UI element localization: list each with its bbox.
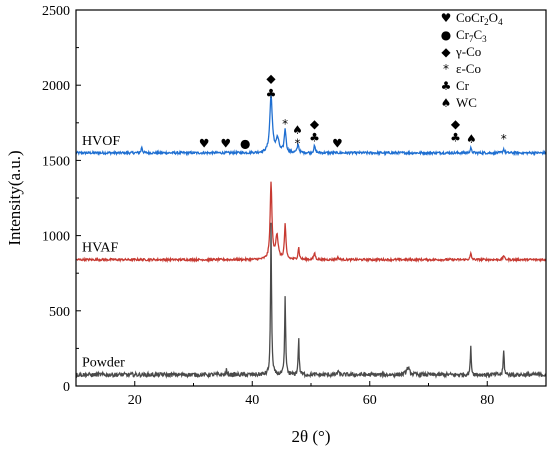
peak-annotation-symbol: ◆ (310, 117, 320, 131)
series-line-powder (76, 222, 546, 379)
legend-label: ε-Co (456, 61, 481, 76)
series-line-hvof (76, 94, 546, 157)
y-tick-label: 2000 (42, 79, 70, 94)
legend-symbol: ● (441, 28, 451, 42)
legend-item: ◆ γ-Co (441, 44, 481, 59)
legend-label: γ-Co (455, 44, 481, 59)
legend-label: WC (456, 95, 477, 110)
x-axis-title: 2θ (°) (291, 427, 330, 446)
series-layer (76, 94, 546, 379)
y-tick-label: 1500 (42, 154, 70, 169)
peak-annotation-symbol: ◆ (266, 72, 276, 86)
legend-item: ● Cr7C3 (441, 27, 487, 44)
peak-annotation-symbol: ◆ (451, 117, 461, 131)
peak-annotation-symbol: ♣ (309, 130, 320, 144)
peak-annotation-symbol: ♥ (332, 136, 343, 150)
peak-annotation-symbol: ♥ (199, 136, 210, 150)
legend: ♥ CoCr2O4 ● Cr7C3 ◆ γ-Co * ε-Co ♣ Cr ♠ WC (441, 10, 503, 110)
y-tick-label: 0 (63, 380, 70, 395)
series-line-hvaf (76, 181, 546, 264)
peak-annotation-symbol: * (294, 136, 300, 150)
axes-layer: 20 40 60 80 0 500 1000 1500 2000 2500 (42, 4, 547, 408)
peak-annotation-symbol: * (501, 132, 507, 146)
legend-label: Cr7C3 (456, 27, 487, 44)
y-tick-label: 500 (49, 305, 70, 320)
series-label-hvaf: HVAF (82, 241, 119, 256)
y-tick-label: 1000 (42, 230, 70, 245)
x-tick-label: 80 (480, 393, 494, 408)
legend-symbol: ♥ (441, 11, 452, 25)
y-tick-label: 2500 (42, 4, 70, 19)
peak-annotation-symbol: ♥ (220, 136, 231, 150)
peak-annotation-symbol: ♣ (266, 87, 277, 101)
legend-symbol: * (443, 62, 449, 76)
legend-label: CoCr2O4 (456, 10, 503, 27)
peak-annotation-symbol: * (282, 117, 288, 131)
peak-annotation-symbol: ♠ (466, 132, 477, 146)
series-label-powder: Powder (82, 356, 125, 371)
legend-symbol: ◆ (441, 45, 451, 59)
labels-layer: 2θ (°) Intensity(a.u.) HVOF HVAF Powder (5, 134, 331, 446)
x-tick-label: 60 (363, 393, 377, 408)
peak-annotation-symbol: ● (240, 136, 250, 150)
legend-symbol: ♠ (441, 96, 452, 110)
legend-item: ♠ WC (441, 95, 477, 110)
x-tick-label: 40 (245, 393, 259, 408)
legend-item: ♥ CoCr2O4 (441, 10, 503, 27)
x-tick-label: 20 (128, 393, 142, 408)
series-label-hvof: HVOF (82, 134, 120, 149)
legend-symbol: ♣ (441, 79, 452, 93)
y-axis-title: Intensity(a.u.) (5, 150, 24, 245)
peak-annotations: ♥ ♥ ●◆♣* ♠*◆♣ ♥◆♣ ♠ * (199, 72, 507, 151)
legend-item: ♣ Cr (441, 78, 470, 93)
peak-annotation-symbol: ♣ (450, 130, 461, 144)
peak-annotation-symbol: ♠ (292, 123, 303, 137)
legend-item: * ε-Co (443, 61, 481, 76)
legend-label: Cr (456, 78, 470, 93)
